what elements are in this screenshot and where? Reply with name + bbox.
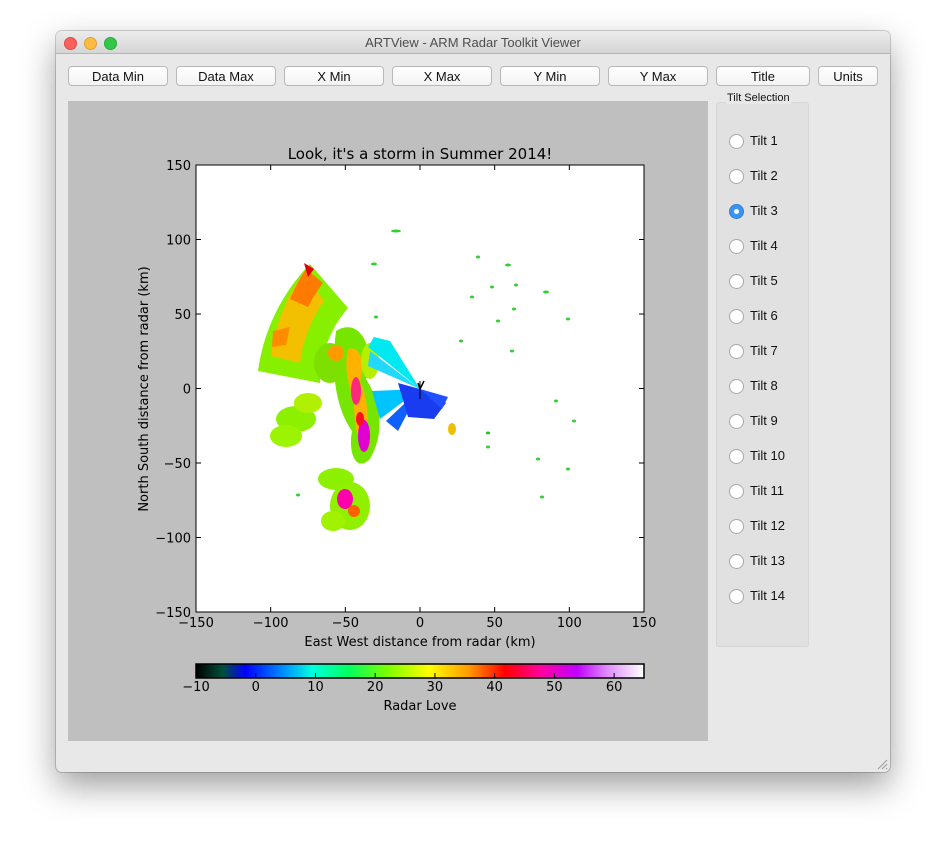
x-max-button[interactable]: X Max [392,66,492,86]
tilt-radio-label-13[interactable]: Tilt 13 [750,553,785,568]
tilt-radio-label-14[interactable]: Tilt 14 [750,588,785,603]
tilt-radio-4[interactable] [729,239,744,254]
tilt-radio-label-3[interactable]: Tilt 3 [750,203,778,218]
x-axis-label: East West distance from radar (km) [304,635,535,650]
colorbar-tick-label: 10 [307,680,324,695]
colorbar-tick-label: −10 [182,680,209,695]
title-bar: ARTView - ARM Radar Toolkit Viewer [56,31,890,54]
radar-plot-canvas[interactable]: −150 −100 −50 0 50 100 150 150 100 50 0 −50 −100 −150… [68,101,708,741]
y-tick-label: 150 [166,159,191,174]
colorbar-tick-label: 20 [367,680,384,695]
tilt-radio-11[interactable] [729,484,744,499]
plot-title: Look, it's a storm in Summer 2014! [288,145,553,163]
tilt-radio-6[interactable] [729,309,744,324]
app-window: ARTView - ARM Radar Toolkit Viewer Data … [56,31,890,772]
tilt-radio-label-5[interactable]: Tilt 5 [750,273,778,288]
title-button[interactable]: Title [716,66,810,86]
tilt-radio-label-9[interactable]: Tilt 9 [750,413,778,428]
data-max-button[interactable]: Data Max [176,66,276,86]
colorbar-label: Radar Love [383,699,456,714]
window-title: ARTView - ARM Radar Toolkit Viewer [365,35,581,50]
tilt-radio-label-4[interactable]: Tilt 4 [750,238,778,253]
resize-grip-icon[interactable] [876,758,888,770]
x-min-button[interactable]: X Min [284,66,384,86]
tilt-radio-label-6[interactable]: Tilt 6 [750,308,778,323]
tilt-radio-label-11[interactable]: Tilt 11 [750,483,784,498]
tilt-radio-label-8[interactable]: Tilt 8 [750,378,778,393]
tilt-radio-8[interactable] [729,379,744,394]
x-tick-label: −100 [253,616,289,631]
y-tick-label: 0 [183,383,191,398]
tilt-radio-12[interactable] [729,519,744,534]
radar-plot-svg: −150 −100 −50 0 50 100 150150100500−50−100−150… [137,145,657,714]
y-max-button[interactable]: Y Max [608,66,708,86]
tilt-radio-13[interactable] [729,554,744,569]
x-tick-label: 100 [557,616,582,631]
y-tick-label: −150 [155,606,191,621]
zoom-window-button[interactable] [104,37,117,50]
tilt-radio-1[interactable] [729,134,744,149]
tilt-selection-label: Tilt Selection [726,92,791,104]
colorbar-tick-label: 60 [606,680,623,695]
minimize-window-button[interactable] [84,37,97,50]
y-tick-label: 100 [166,234,191,249]
x-tick-label: 50 [486,616,503,631]
tilt-radio-label-7[interactable]: Tilt 7 [750,343,778,358]
radar-reflectivity-image [258,229,576,531]
tilt-radio-7[interactable] [729,344,744,359]
y-tick-label: −50 [164,457,191,472]
tilt-radio-9[interactable] [729,414,744,429]
x-tick-label: 0 [416,616,424,631]
x-tick-label: 150 [632,616,657,631]
colorbar-tick-label: 40 [486,680,503,695]
y-axis-label: North South distance from radar (km) [137,266,152,511]
colorbar-tick-label: 0 [252,680,260,695]
tilt-radio-label-1[interactable]: Tilt 1 [750,133,778,148]
x-tick-label: −50 [332,616,359,631]
tilt-radio-2[interactable] [729,169,744,184]
data-min-button[interactable]: Data Min [68,66,168,86]
tilt-radio-14[interactable] [729,589,744,604]
tilt-radio-5[interactable] [729,274,744,289]
tilt-radio-label-2[interactable]: Tilt 2 [750,168,778,183]
colorbar-tick-label: 30 [427,680,444,695]
tilt-radio-label-10[interactable]: Tilt 10 [750,448,785,463]
y-tick-label: −100 [155,532,191,547]
units-button[interactable]: Units [818,66,878,86]
colorbar-tick-label: 50 [546,680,563,695]
colorbar [195,663,645,679]
tilt-radio-10[interactable] [729,449,744,464]
tilt-radio-label-12[interactable]: Tilt 12 [750,518,785,533]
y-tick-label: 50 [174,308,191,323]
close-window-button[interactable] [64,37,77,50]
tilt-radio-3[interactable] [729,204,744,219]
y-min-button[interactable]: Y Min [500,66,600,86]
x-tick-label: −150 [178,616,214,631]
